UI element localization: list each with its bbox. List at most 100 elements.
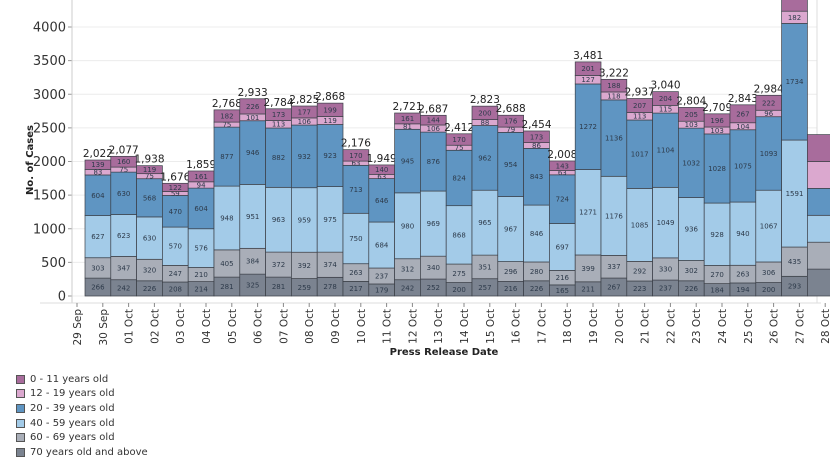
segment-label: 81 [403, 123, 412, 131]
segment-label: 325 [246, 282, 259, 290]
segment-label: 846 [530, 230, 544, 238]
bar-stack [807, 134, 830, 297]
bar-segment [497, 196, 524, 262]
bar-segment [239, 120, 266, 185]
bar-segment [807, 188, 830, 216]
bar-segment [523, 204, 550, 263]
segment-label: 113 [633, 113, 646, 121]
segment-label: 263 [736, 271, 749, 279]
segment-label: 119 [143, 166, 156, 174]
segment-label: 337 [607, 263, 620, 271]
bar-segment [394, 192, 421, 260]
x-tick-label: 13 Oct [433, 309, 445, 344]
segment-label: 161 [194, 173, 207, 181]
bar-segment [755, 116, 782, 191]
bar-segment [316, 124, 344, 187]
total-label: 2,868 [315, 91, 345, 103]
bar-stack: 237 330 1049 1104 115 204 3,040 [650, 80, 681, 297]
total-label: 2,984 [754, 83, 784, 95]
segment-label: 646 [375, 197, 389, 205]
segment-label: 257 [478, 284, 491, 292]
segment-label: 627 [91, 233, 104, 241]
segment-label: 201 [581, 65, 594, 73]
x-tick-label: 03 Oct [175, 309, 187, 344]
segment-label: 576 [194, 245, 208, 253]
x-tick-label: 09 Oct [330, 309, 342, 344]
y-tick-label: 3500 [33, 54, 66, 69]
segment-label: 1017 [631, 151, 649, 159]
segment-label: 713 [349, 186, 362, 194]
legend-swatch [16, 389, 25, 399]
bar-segment [316, 186, 344, 253]
bar-stack: 267 337 1176 1136 118 188 3,222 [599, 67, 629, 297]
segment-label: 623 [117, 232, 130, 240]
bar-stack: 325 384 951 946 101 226 2,933 [238, 87, 268, 297]
bar-segment [781, 139, 808, 248]
segment-label: 94 [197, 181, 206, 189]
segment-label: 104 [736, 123, 750, 131]
segment-label: 392 [298, 262, 311, 270]
legend-swatch [16, 374, 25, 384]
x-tick-label: 25 Oct [743, 309, 755, 344]
legend-swatch [16, 433, 25, 443]
total-label: 2,709 [702, 102, 732, 114]
total-label: 2,804 [676, 95, 706, 107]
segment-label: 216 [504, 285, 518, 293]
y-axis-title: No. of Cases [25, 125, 36, 195]
bar-segment [729, 201, 757, 266]
total-label: 2,176 [341, 138, 371, 150]
segment-label: 945 [401, 158, 414, 166]
segment-label: 1049 [657, 219, 675, 227]
bar-segment [84, 215, 112, 259]
segment-label: 1272 [579, 123, 597, 131]
segment-label: 568 [143, 194, 156, 202]
segment-label: 570 [169, 243, 182, 251]
segment-label: 176 [504, 118, 518, 126]
segment-label: 200 [452, 286, 465, 294]
x-tick-label: 24 Oct [717, 309, 729, 344]
segment-label: 928 [710, 231, 723, 239]
total-label: 2,784 [263, 97, 293, 109]
segment-label: 173 [530, 133, 543, 141]
segment-label: 252 [427, 284, 440, 292]
bar-segment [316, 102, 344, 117]
bar-segment [497, 114, 524, 128]
segment-label: 184 [710, 286, 724, 294]
bar-segment [807, 161, 830, 189]
bar-stack: 257 351 965 962 88 200 2,823 [470, 94, 500, 297]
segment-label: 975 [323, 216, 336, 224]
bar-segment [652, 186, 679, 259]
segment-label: 237 [659, 285, 672, 293]
total-label: 2,937 [625, 86, 655, 98]
segment-label: 139 [91, 161, 104, 169]
segment-label: 604 [194, 205, 208, 213]
segment-label: 196 [710, 117, 724, 125]
total-label: 2,768 [212, 98, 242, 110]
segment-label: 143 [556, 162, 569, 170]
legend-item: 60 - 69 years old [16, 430, 148, 445]
total-label: 1,859 [186, 159, 216, 171]
segment-label: 1075 [734, 162, 752, 170]
segment-label: 214 [194, 285, 208, 293]
segment-label: 435 [788, 258, 801, 266]
segment-label: 312 [401, 266, 414, 274]
segment-label: 347 [117, 265, 130, 273]
bar-stack: 281 372 963 882 113 173 2,784 [263, 97, 294, 297]
bar-segment [291, 187, 318, 253]
segment-label: 932 [298, 153, 311, 161]
legend-item: 0 - 11 years old [16, 372, 148, 387]
segment-label: 226 [685, 285, 699, 293]
total-label: 2,825 [289, 94, 319, 106]
x-axis-title: Press Release Date [390, 347, 499, 358]
x-tick-label: 27 Oct [794, 309, 806, 344]
segment-label: 1176 [605, 212, 623, 220]
segment-label: 954 [504, 161, 518, 169]
segment-label: 1591 [786, 190, 804, 198]
segment-label: 75 [222, 121, 231, 129]
